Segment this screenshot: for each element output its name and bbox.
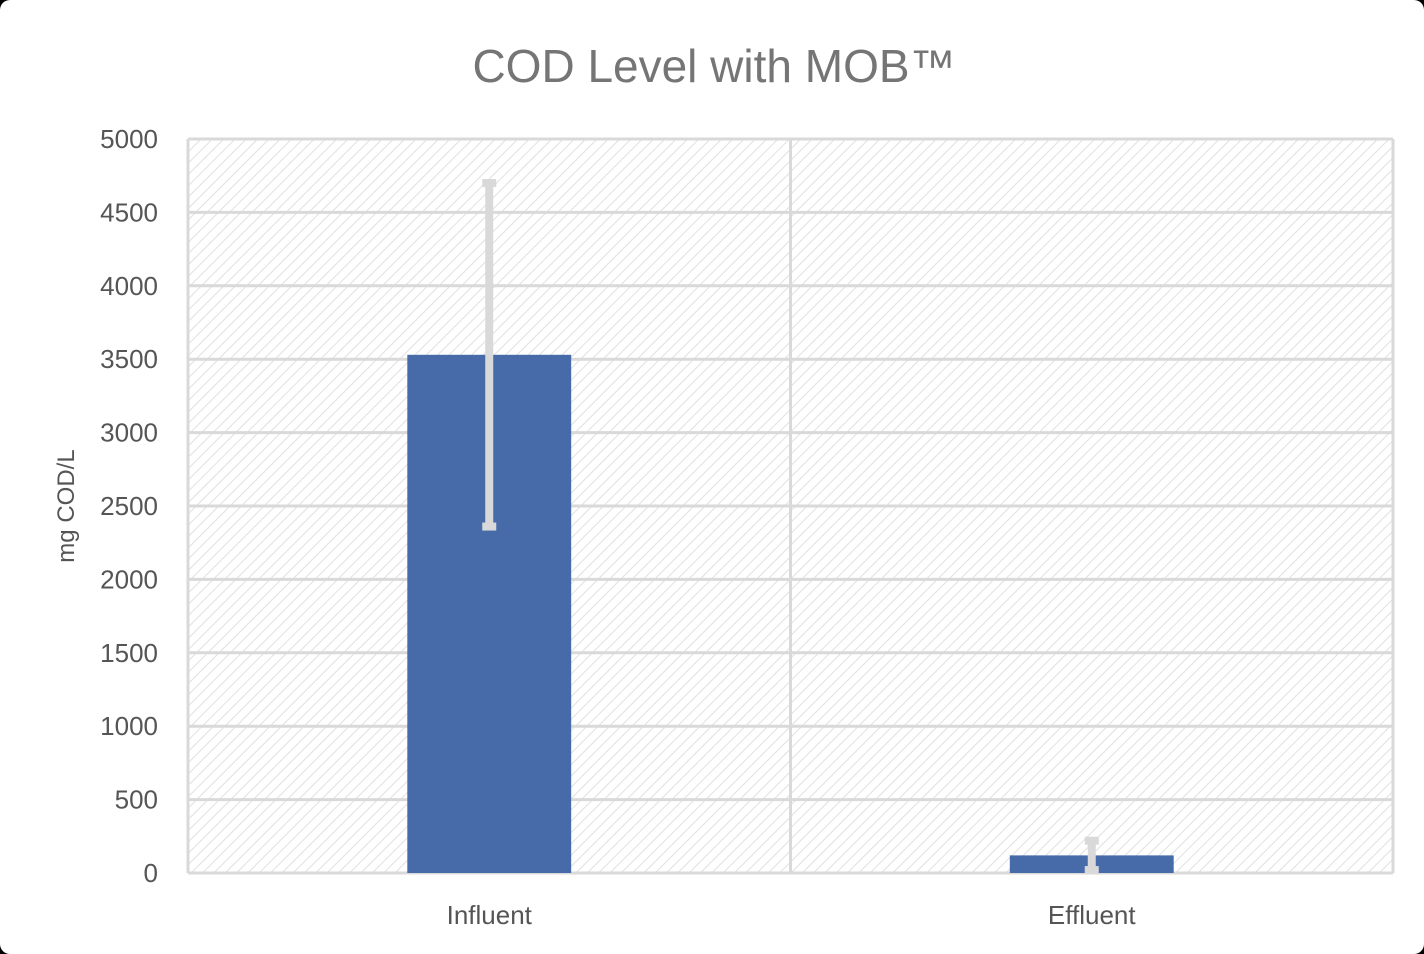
y-tick-label: 3000 bbox=[100, 418, 158, 448]
y-axis-ticks: 0 500 1000 1500 2000 2500 3000 3500 4000 4500 5000 bbox=[100, 124, 158, 888]
gridlines bbox=[186, 137, 1395, 875]
y-tick-label: 2000 bbox=[100, 564, 158, 594]
x-axis-categories: Influent Effluent bbox=[447, 900, 1137, 930]
y-tick-label: 5000 bbox=[100, 124, 158, 154]
y-tick-label: 3500 bbox=[100, 344, 158, 374]
y-axis-title: mg COD/L bbox=[53, 449, 80, 562]
y-tick-label: 0 bbox=[144, 858, 158, 888]
x-category-label: Influent bbox=[447, 900, 533, 930]
y-tick-label: 4000 bbox=[100, 271, 158, 301]
error-cap-lower-effluent bbox=[1084, 866, 1099, 875]
error-cap-lower-influent bbox=[482, 522, 497, 531]
error-cap-upper-effluent bbox=[1084, 836, 1099, 845]
y-tick-label: 1000 bbox=[100, 711, 158, 741]
error-bars bbox=[482, 179, 1099, 875]
y-tick-label: 2500 bbox=[100, 491, 158, 521]
y-tick-label: 4500 bbox=[100, 197, 158, 227]
y-tick-label: 1500 bbox=[100, 638, 158, 668]
error-cap-upper-influent bbox=[482, 179, 497, 188]
chart-title: COD Level with MOB™ bbox=[472, 40, 955, 92]
y-tick-label: 500 bbox=[115, 785, 158, 815]
x-category-label: Effluent bbox=[1048, 900, 1136, 930]
